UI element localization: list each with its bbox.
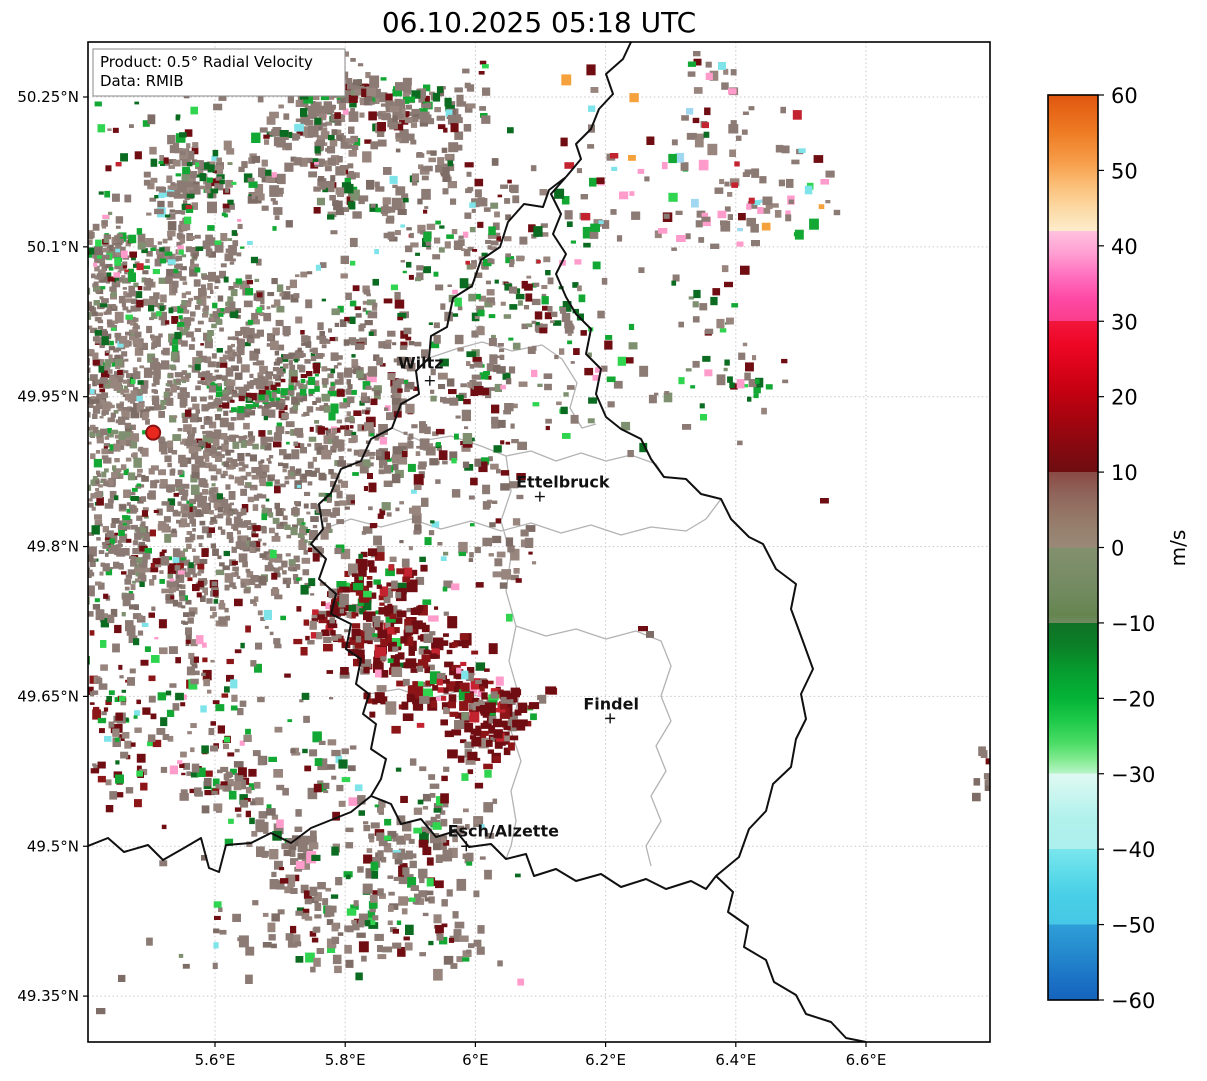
x-tick-label: 5.6°E [195, 1051, 236, 1069]
colorbar-tick-label: 60 [1111, 84, 1138, 108]
y-tick-label: 49.8°N [27, 538, 79, 556]
colorbar-tick-label: 0 [1111, 537, 1124, 561]
y-tick-label: 50.25°N [17, 88, 79, 106]
info-box: Product: 0.5° Radial Velocity Data: RMIB [92, 48, 346, 97]
city-label: Esch/Alzette [448, 821, 560, 840]
city-label: Wiltz [398, 354, 444, 373]
radar-site-marker [145, 424, 162, 441]
info-box-source: Data: RMIB [100, 72, 184, 90]
x-tick-label: 6.4°E [715, 1051, 756, 1069]
colorbar-tick-label: −10 [1111, 612, 1155, 636]
city-label: Findel [583, 694, 639, 713]
colorbar-tick-label: −40 [1111, 838, 1155, 862]
colorbar-unit-label: m/s [1166, 530, 1190, 567]
y-tick-label: 50.1°N [27, 238, 79, 256]
x-tick-label: 6.2°E [585, 1051, 626, 1069]
y-tick-label: 49.35°N [17, 987, 79, 1005]
colorbar-tick-label: 10 [1111, 461, 1138, 485]
colorbar-tick-label: −50 [1111, 914, 1155, 938]
colorbar-tick-label: 40 [1111, 235, 1138, 259]
figure-title: 06.10.2025 05:18 UTC [382, 6, 696, 39]
city-marker [461, 841, 472, 852]
city-marker [534, 491, 545, 502]
colorbar-tick-label: 20 [1111, 386, 1138, 410]
city-marker [605, 713, 616, 724]
y-tick-label: 49.5°N [27, 837, 79, 855]
x-tick-label: 5.8°E [325, 1051, 366, 1069]
colorbar-tick-label: −30 [1111, 763, 1155, 787]
colorbar: 60 50 40 30 20 10 0 −10 −20 −30 −40 −50 −60 m/s [1047, 84, 1190, 1013]
colorbar-gradient [1048, 95, 1098, 1000]
x-tick-label: 6°E [462, 1051, 489, 1069]
radar-echo-pixels [88, 51, 990, 1015]
y-tick-label: 49.95°N [17, 388, 79, 406]
colorbar-tick-label: −20 [1111, 687, 1155, 711]
colorbar-tick-label: 50 [1111, 159, 1138, 183]
city-marker [424, 375, 435, 386]
country-borders [88, 42, 867, 1042]
y-tick-label: 49.65°N [17, 687, 79, 705]
colorbar-tick-label: −60 [1111, 989, 1155, 1013]
city-label: Ettelbruck [516, 473, 610, 492]
info-box-product: Product: 0.5° Radial Velocity [100, 53, 313, 71]
plot-frame [87, 41, 991, 1043]
y-axis-ticks: 50.25°N 50.1°N 49.95°N 49.8°N 49.65°N 49.5°N 4… [17, 88, 88, 1005]
radar-site-dot [145, 424, 162, 441]
city-markers: Wiltz Ettelbruck Findel Esch/Alzette [398, 354, 639, 852]
colorbar-tick-label: 30 [1111, 310, 1138, 334]
gridlines [88, 42, 990, 1042]
x-axis-ticks: 5.6°E 5.8°E 6°E 6.2°E 6.4°E 6.6°E [195, 1042, 887, 1069]
x-tick-label: 6.6°E [846, 1051, 887, 1069]
colorbar-ticks: 60 50 40 30 20 10 0 −10 −20 −30 −40 −50 −60 [1098, 84, 1155, 1013]
